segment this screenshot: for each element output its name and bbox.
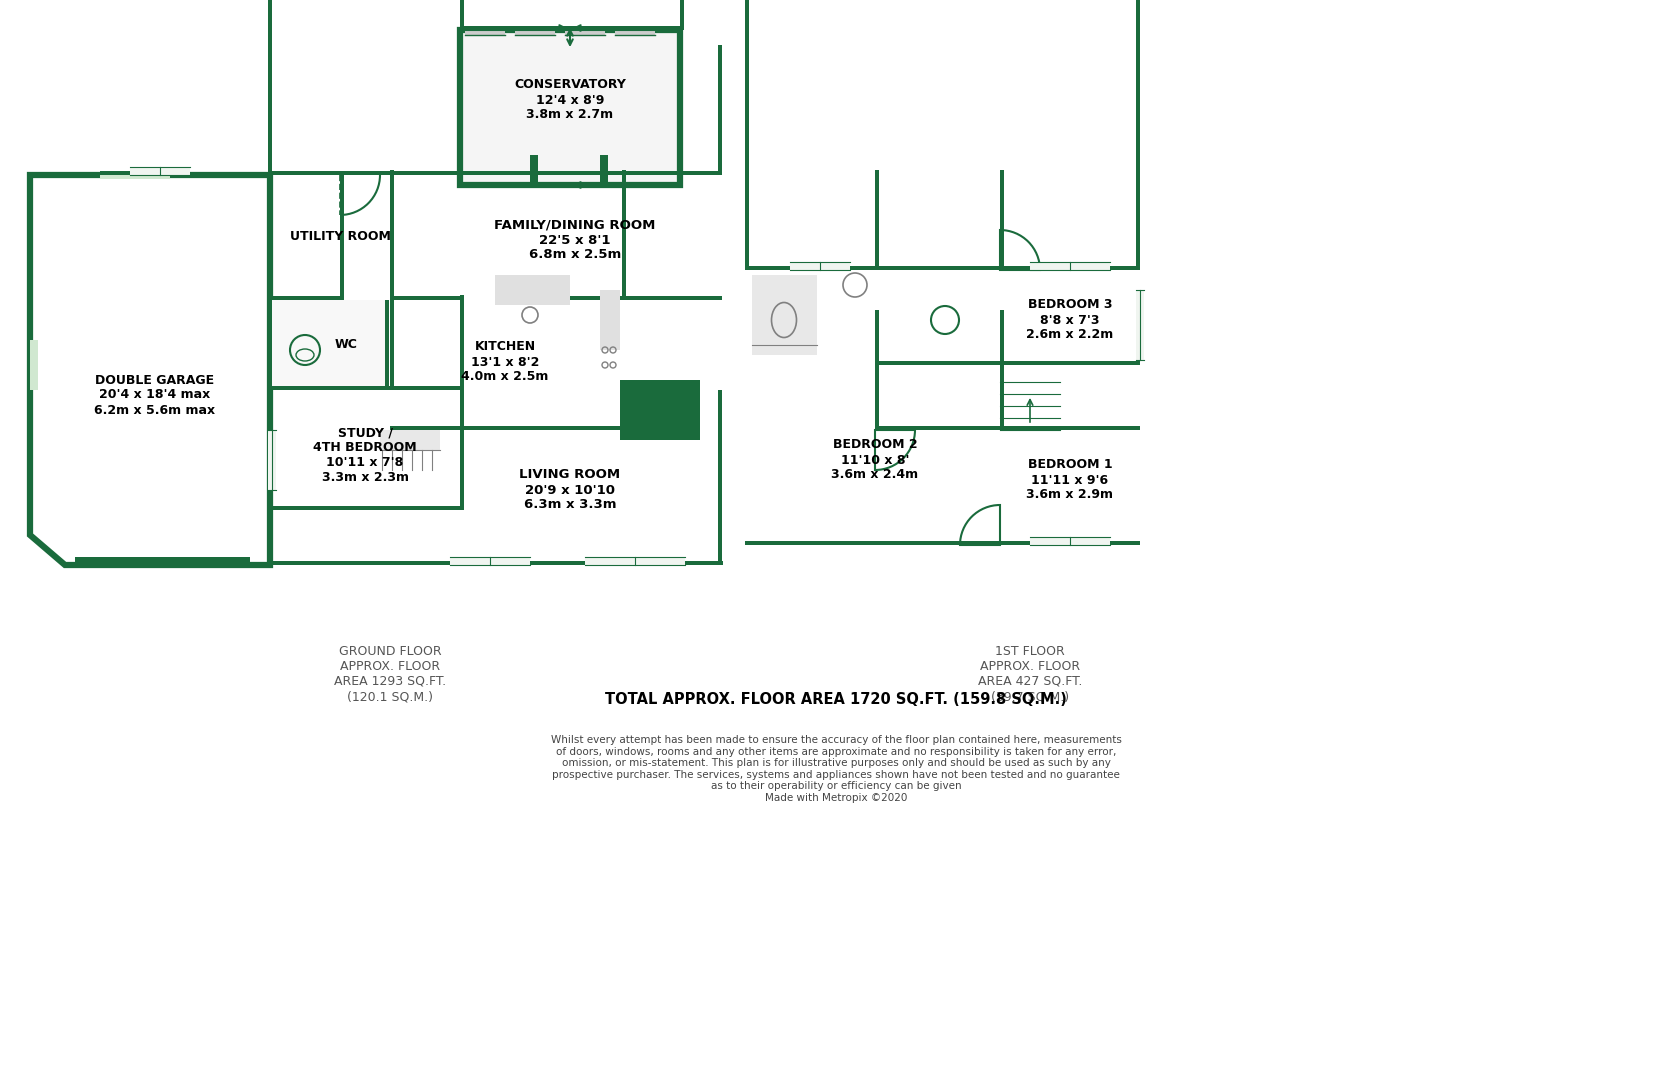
- Bar: [450, 561, 490, 565]
- Bar: [585, 557, 686, 565]
- Bar: [450, 557, 530, 565]
- Bar: [268, 430, 276, 490]
- Bar: [460, 295, 465, 430]
- Bar: [1000, 426, 1140, 430]
- Bar: [339, 175, 344, 300]
- Bar: [30, 340, 38, 390]
- Bar: [268, 0, 273, 175]
- Bar: [390, 426, 625, 430]
- Bar: [268, 507, 463, 510]
- Bar: [620, 380, 701, 440]
- Bar: [465, 30, 505, 35]
- Bar: [600, 156, 609, 185]
- Bar: [874, 426, 1005, 430]
- Text: CONSERVATORY
12'4 x 8'9
3.8m x 2.7m: CONSERVATORY 12'4 x 8'9 3.8m x 2.7m: [513, 79, 625, 121]
- Bar: [380, 430, 440, 450]
- Bar: [600, 291, 620, 350]
- Bar: [874, 310, 879, 430]
- Bar: [268, 296, 339, 300]
- Bar: [874, 170, 879, 270]
- Text: BEDROOM 3
8'8 x 7'3
2.6m x 2.2m: BEDROOM 3 8'8 x 7'3 2.6m x 2.2m: [1027, 298, 1114, 341]
- Bar: [1030, 262, 1110, 270]
- Text: 1ST FLOOR
APPROX. FLOOR
AREA 427 SQ.FT.
(39.7 SQ.M.): 1ST FLOOR APPROX. FLOOR AREA 427 SQ.FT. …: [978, 645, 1082, 703]
- Bar: [622, 170, 625, 300]
- Bar: [752, 275, 818, 355]
- Bar: [1000, 310, 1003, 430]
- Bar: [495, 275, 570, 305]
- Bar: [874, 361, 1005, 365]
- Text: BEDROOM 2
11'10 x 8'
3.6m x 2.4m: BEDROOM 2 11'10 x 8' 3.6m x 2.4m: [831, 438, 918, 482]
- Bar: [615, 30, 655, 35]
- Bar: [746, 541, 1140, 545]
- Bar: [789, 262, 849, 270]
- Bar: [385, 300, 390, 390]
- Bar: [746, 0, 749, 270]
- Bar: [268, 210, 273, 300]
- Bar: [460, 30, 681, 185]
- Bar: [390, 296, 460, 300]
- Text: BEDROOM 1
11'11 x 9'6
3.6m x 2.9m: BEDROOM 1 11'11 x 9'6 3.6m x 2.9m: [1027, 459, 1114, 501]
- Bar: [130, 167, 191, 175]
- Bar: [1000, 170, 1003, 270]
- Bar: [681, 0, 684, 30]
- Bar: [390, 171, 721, 175]
- Bar: [717, 45, 722, 175]
- Text: STUDY /
4TH BEDROOM
10'11 x 7'8
3.3m x 2.3m: STUDY / 4TH BEDROOM 10'11 x 7'8 3.3m x 2…: [313, 426, 416, 484]
- Bar: [515, 30, 555, 35]
- Bar: [100, 171, 171, 175]
- Bar: [460, 30, 681, 185]
- Bar: [268, 386, 388, 390]
- Bar: [268, 171, 393, 175]
- Text: TOTAL APPROX. FLOOR AREA 1720 SQ.FT. (159.8 SQ.M.): TOTAL APPROX. FLOOR AREA 1720 SQ.FT. (15…: [605, 692, 1067, 707]
- Bar: [100, 171, 171, 179]
- Text: GROUND FLOOR
APPROX. FLOOR
AREA 1293 SQ.FT.
(120.1 SQ.M.): GROUND FLOOR APPROX. FLOOR AREA 1293 SQ.…: [334, 645, 446, 703]
- Text: UTILITY ROOM: UTILITY ROOM: [289, 230, 391, 243]
- Bar: [390, 170, 395, 300]
- Bar: [565, 30, 605, 35]
- Bar: [390, 215, 395, 390]
- Bar: [540, 561, 717, 565]
- Bar: [268, 45, 273, 175]
- Bar: [530, 156, 538, 185]
- Bar: [75, 557, 251, 565]
- Text: DOUBLE GARAGE
20'4 x 18'4 max
6.2m x 5.6m max: DOUBLE GARAGE 20'4 x 18'4 max 6.2m x 5.6…: [94, 374, 216, 417]
- Bar: [460, 0, 465, 30]
- Bar: [1135, 291, 1144, 360]
- Bar: [268, 386, 463, 390]
- Bar: [268, 561, 390, 565]
- Bar: [268, 300, 388, 390]
- Bar: [746, 266, 1140, 270]
- Bar: [530, 296, 722, 300]
- Bar: [1000, 361, 1140, 365]
- Bar: [460, 26, 684, 30]
- Text: LIVING ROOM
20'9 x 10'10
6.3m x 3.3m: LIVING ROOM 20'9 x 10'10 6.3m x 3.3m: [520, 469, 620, 512]
- Text: WC: WC: [334, 338, 358, 351]
- Text: KITCHEN
13'1 x 8'2
4.0m x 2.5m: KITCHEN 13'1 x 8'2 4.0m x 2.5m: [461, 340, 548, 383]
- Text: FAMILY/DINING ROOM
22'5 x 8'1
6.8m x 2.5m: FAMILY/DINING ROOM 22'5 x 8'1 6.8m x 2.5…: [495, 218, 655, 261]
- Bar: [268, 270, 273, 390]
- Bar: [717, 390, 722, 565]
- Bar: [268, 171, 390, 175]
- Bar: [1135, 0, 1140, 270]
- Bar: [460, 390, 465, 510]
- Text: Whilst every attempt has been made to ensure the accuracy of the floor plan cont: Whilst every attempt has been made to en…: [550, 735, 1122, 804]
- Bar: [390, 561, 722, 565]
- Bar: [1030, 537, 1110, 545]
